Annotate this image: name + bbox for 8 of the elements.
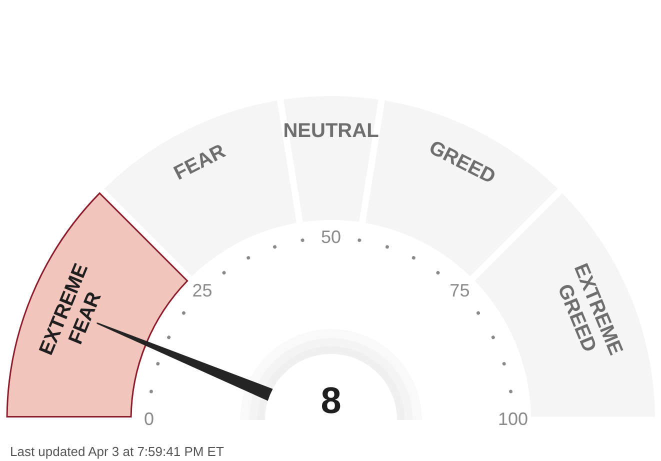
text: 50 [320,227,342,247]
text: 75 [450,280,470,300]
text: 25 [192,280,212,300]
text: 100 [498,409,528,429]
text: 8 [320,380,342,421]
slice-label: NEUTRAL [283,120,379,142]
text: 0 [144,409,154,429]
text: Last updated Apr 3 at 7:59:41 PM ET [10,444,224,459]
